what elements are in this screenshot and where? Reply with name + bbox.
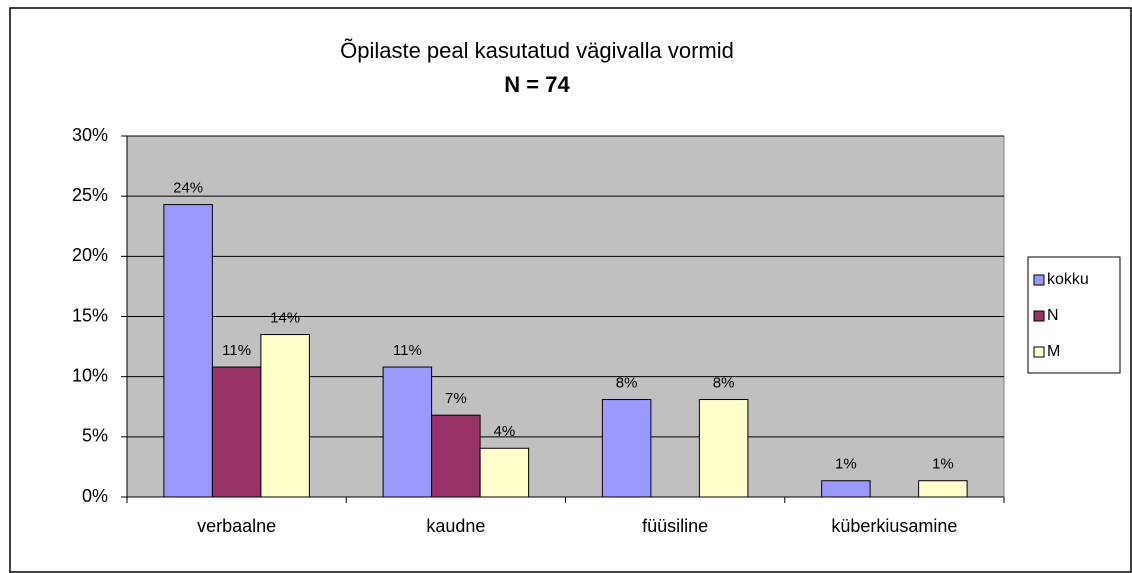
data-label: 8% — [616, 374, 638, 391]
bar — [260, 334, 310, 498]
chart-title: Õpilaste peal kasutatud vägivalla vormid — [340, 38, 734, 63]
y-tick-label: 0% — [82, 486, 108, 506]
x-tick-label: füüsiline — [642, 516, 708, 536]
bar — [821, 480, 871, 498]
x-tick-label: kaudne — [426, 516, 485, 536]
bar — [163, 204, 213, 498]
bar — [479, 447, 530, 498]
legend-swatch — [1033, 346, 1045, 358]
data-label: 1% — [932, 456, 954, 473]
bar — [431, 414, 481, 498]
data-label: 8% — [713, 374, 735, 391]
bar — [382, 366, 433, 498]
bar — [698, 399, 749, 498]
legend-label: N — [1047, 307, 1059, 324]
bar — [211, 366, 262, 498]
bar — [918, 480, 968, 498]
y-tick-label: 30% — [72, 125, 108, 145]
data-label: 14% — [270, 310, 300, 327]
legend-label: kokku — [1047, 271, 1089, 288]
data-label: 4% — [494, 423, 516, 440]
legend-swatch — [1033, 310, 1045, 322]
chart-subtitle: N = 74 — [504, 72, 570, 97]
y-tick-label: 10% — [72, 365, 108, 385]
data-label: 7% — [445, 390, 467, 407]
y-tick-label: 15% — [72, 305, 108, 325]
bar — [601, 399, 652, 498]
x-tick-label: verbaalne — [197, 516, 276, 536]
data-label: 11% — [222, 342, 251, 359]
x-tick-label: küberkiusamine — [831, 516, 957, 536]
y-tick-label: 25% — [72, 185, 108, 205]
y-tick-label: 5% — [82, 426, 108, 446]
legend-label: M — [1047, 343, 1060, 360]
data-label: 1% — [835, 456, 857, 473]
data-label: 11% — [393, 342, 422, 359]
data-label: 24% — [173, 180, 203, 197]
legend-swatch — [1033, 274, 1045, 286]
y-tick-label: 20% — [72, 245, 108, 265]
